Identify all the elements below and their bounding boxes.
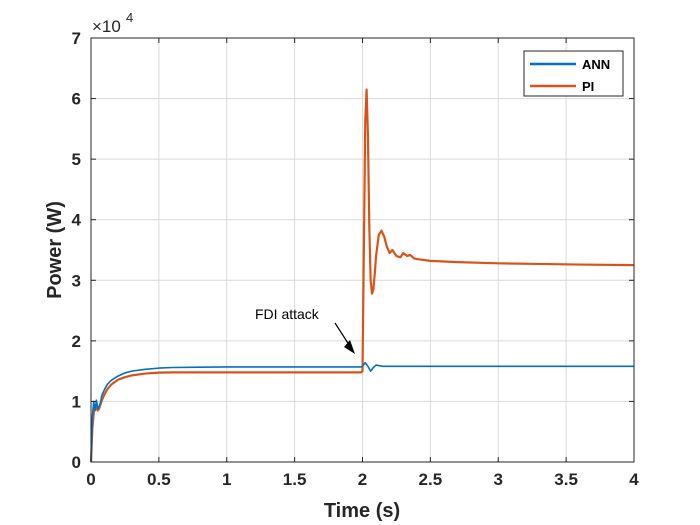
- y-axis-label: Power (W): [44, 201, 66, 299]
- series-line-ann: [90, 361, 634, 463]
- y-tick-label: 4: [72, 211, 82, 230]
- x-tick-label: 1: [222, 470, 231, 489]
- x-tick-label: 0: [86, 470, 95, 489]
- x-tick-label: 3: [494, 470, 503, 489]
- y-tick-label: 7: [72, 29, 81, 48]
- y-tick-label: 6: [72, 90, 81, 109]
- y-tick-label: 0: [72, 453, 81, 472]
- y-tick-label: 5: [72, 150, 81, 169]
- annotation-text: FDI attack: [255, 306, 320, 322]
- series-line-pi: [89, 88, 635, 463]
- ticks: 0 0.5 1 1.5 2 2.5 3 3.5 4 0 1 2 3 4 5 6 7: [72, 29, 640, 489]
- y-scale-factor: ×10 4: [92, 10, 133, 36]
- x-tick-label: 1.5: [283, 470, 307, 489]
- legend-label-pi: PI: [582, 79, 594, 94]
- y-scale-label: ×10: [92, 17, 121, 36]
- y-tick-label: 1: [72, 392, 81, 411]
- y-tick-label: 2: [72, 332, 81, 351]
- x-tick-label: 3.5: [554, 470, 578, 489]
- x-tick-label: 2: [358, 470, 367, 489]
- x-tick-label: 4: [629, 470, 639, 489]
- x-tick-label: 0.5: [147, 470, 171, 489]
- x-axis-label: Time (s): [324, 500, 400, 522]
- series-layer: [89, 88, 635, 463]
- fdi-annotation: FDI attack: [255, 306, 355, 354]
- legend-box: [523, 50, 624, 97]
- legend-label-ann: ANN: [582, 57, 610, 72]
- legend: ANN PI: [523, 50, 624, 97]
- y-scale-exponent: 4: [126, 10, 133, 25]
- y-tick-label: 3: [72, 271, 81, 290]
- x-tick-label: 2.5: [419, 470, 443, 489]
- annotation-arrow-head: [344, 340, 355, 354]
